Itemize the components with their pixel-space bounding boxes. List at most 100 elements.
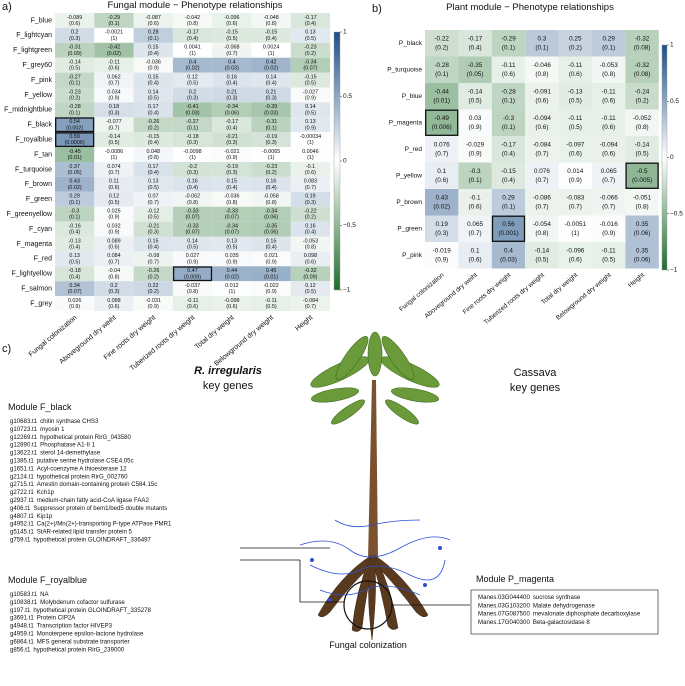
heatmap-cell: [592, 162, 626, 189]
heatmap-cell: [55, 191, 95, 207]
cell-value: 0.083: [304, 179, 318, 185]
gene-description: putative serine hydrolase CSE4.05c: [37, 458, 134, 465]
heatmap-cell: [290, 281, 331, 297]
gene-description: Malate dehydrogenase: [533, 602, 596, 609]
gene-id: g1385.t1: [10, 458, 34, 465]
heatmap-cell: [55, 132, 95, 148]
cell-p-value: (0.7): [469, 230, 482, 237]
cell-value: 0.014: [567, 168, 583, 175]
cell-p-value: (0.8): [636, 124, 649, 131]
heatmap-cell: [290, 42, 331, 58]
heatmap-cell: [172, 147, 213, 162]
heatmap-cell: [133, 102, 173, 118]
cell-p-value: (0.5): [69, 259, 80, 265]
gene-id: g12269.t1: [10, 434, 38, 441]
cell-value: -0.5: [637, 168, 648, 175]
heatmap-cell: [558, 109, 592, 136]
heatmap-cell: [491, 83, 526, 110]
heatmap-cell: [172, 87, 213, 103]
cell-value: -0.21: [147, 223, 159, 229]
heatmap-cell: [525, 83, 559, 110]
cell-p-value: (0.6): [469, 203, 482, 210]
colorbar-tick-label: 1: [343, 29, 347, 36]
heatmap-cell: [94, 162, 134, 177]
heatmap-cell: [55, 162, 95, 177]
cell-p-value: (0.6): [305, 170, 316, 176]
cell-value: 0.56: [502, 221, 515, 228]
cell-p-value: (0.4): [148, 51, 159, 57]
heatmap-cell: [212, 102, 252, 118]
fungus-title-rest: key genes: [203, 380, 254, 392]
gene-description: Beta-galactosidase 8: [533, 619, 591, 626]
cell-value: -0.14: [69, 59, 81, 65]
cell-value: 0.13: [69, 253, 80, 259]
cell-p-value: (0.3): [226, 140, 237, 146]
connectors: [240, 547, 470, 606]
cell-p-value: (0.6): [435, 177, 448, 184]
cell-value: -0.3: [470, 168, 481, 175]
cell-value: 0.13: [148, 179, 159, 185]
heatmap-cell: [133, 117, 173, 133]
heatmap-cell: [625, 189, 659, 216]
cell-value: -0.26: [147, 268, 159, 274]
cell-p-value: (0.02): [186, 66, 200, 72]
heatmap-cell: [458, 109, 492, 136]
cell-value: 0.4: [504, 247, 513, 254]
heatmap-cell: [290, 162, 331, 177]
cell-p-value: (0.9): [469, 150, 482, 157]
cell-p-value: (0.6): [305, 259, 316, 265]
gene-id: g2715.t1: [10, 481, 34, 488]
cell-p-value: (0.7): [148, 259, 159, 265]
colorbar-tick-label: 1: [670, 42, 674, 49]
cell-p-value: (0.9): [148, 66, 159, 72]
heatmap-cell: [625, 162, 659, 189]
cell-p-value: (0.8): [266, 21, 277, 27]
row-label: P_magenta: [389, 119, 423, 126]
row-label: F_cyan: [29, 226, 52, 233]
heatmap-cell: [458, 30, 492, 57]
cell-p-value: (0.1): [502, 44, 515, 51]
cell-p-value: (1): [111, 36, 118, 42]
cell-p-value: (0.6): [69, 21, 80, 27]
heatmap-cell: [133, 162, 173, 177]
chart-title: Fungal module − Phenotype relationships: [107, 0, 282, 11]
cell-value: -0.21: [226, 134, 238, 140]
cell-p-value: (0.4): [148, 110, 159, 116]
row-label: P_red: [405, 146, 423, 153]
panel-label: c): [2, 343, 11, 355]
cell-p-value: (0.3): [435, 230, 448, 237]
cell-p-value: (0.3): [187, 95, 198, 101]
gene-entry: g6864.t1 MFS general substrate transporte…: [10, 638, 130, 645]
module-title: Module P_magenta: [476, 574, 554, 584]
cell-value: -0.00034: [300, 134, 321, 140]
cell-value: 0.1: [437, 168, 446, 175]
cell-p-value: (1): [268, 51, 275, 57]
row-label: F_tan: [34, 151, 52, 158]
cell-value: -0.0065: [262, 149, 280, 155]
cell-value: -0.28: [501, 88, 516, 95]
cell-value: 0.43: [69, 179, 80, 185]
gene-entry: g10583.t1 NA: [10, 591, 50, 598]
gene-id: g4807.t1: [10, 513, 34, 520]
cell-p-value: (0.5): [569, 97, 582, 104]
cell-value: 0.032: [107, 223, 121, 229]
cell-value: 0.2: [110, 283, 118, 289]
gene-id: g1651.t1: [10, 465, 34, 472]
heatmap-cell: [172, 236, 213, 252]
heatmap-cell: [133, 206, 173, 222]
cell-p-value: (0.08): [634, 44, 651, 51]
cell-p-value: (0.03): [225, 66, 239, 72]
cell-p-value: (0.7): [535, 177, 548, 184]
cell-value: -0.096: [566, 247, 585, 254]
cell-p-value: (0.05): [467, 71, 484, 78]
heatmap-cell: [212, 296, 252, 311]
gene-id: Manes.03G044400: [478, 594, 530, 601]
cell-value: -0.28: [69, 104, 81, 110]
heatmap-cell: [212, 206, 252, 222]
cell-p-value: (0.6): [602, 97, 615, 104]
gene-id: g2722.t1: [10, 489, 34, 496]
cell-value: 0.15: [148, 238, 159, 244]
cell-p-value: (0.4): [469, 44, 482, 51]
cell-value: 0.19: [435, 221, 448, 228]
cell-value: -0.42: [108, 45, 120, 51]
